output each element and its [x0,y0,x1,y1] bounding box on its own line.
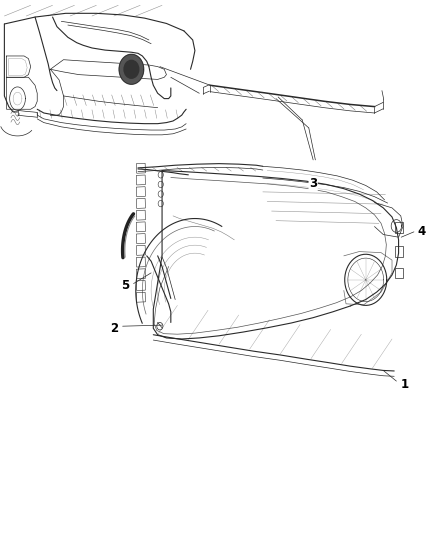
Bar [136,257,145,267]
Bar [136,210,145,220]
Text: 2: 2 [110,322,118,335]
Bar [136,175,145,185]
Bar [136,280,145,290]
Circle shape [119,54,144,84]
Bar [136,198,145,208]
Bar [395,222,403,233]
Text: 4: 4 [418,225,426,238]
Bar [136,163,145,173]
Bar [136,233,145,244]
Bar [136,245,145,255]
Text: 1: 1 [401,378,409,391]
Text: 5: 5 [121,279,129,292]
Text: 3: 3 [309,177,317,190]
Bar [395,246,403,257]
Bar [136,292,145,302]
Bar [136,222,145,232]
Bar [136,187,145,197]
Circle shape [124,60,139,78]
Bar [395,268,403,278]
Bar [136,269,145,279]
